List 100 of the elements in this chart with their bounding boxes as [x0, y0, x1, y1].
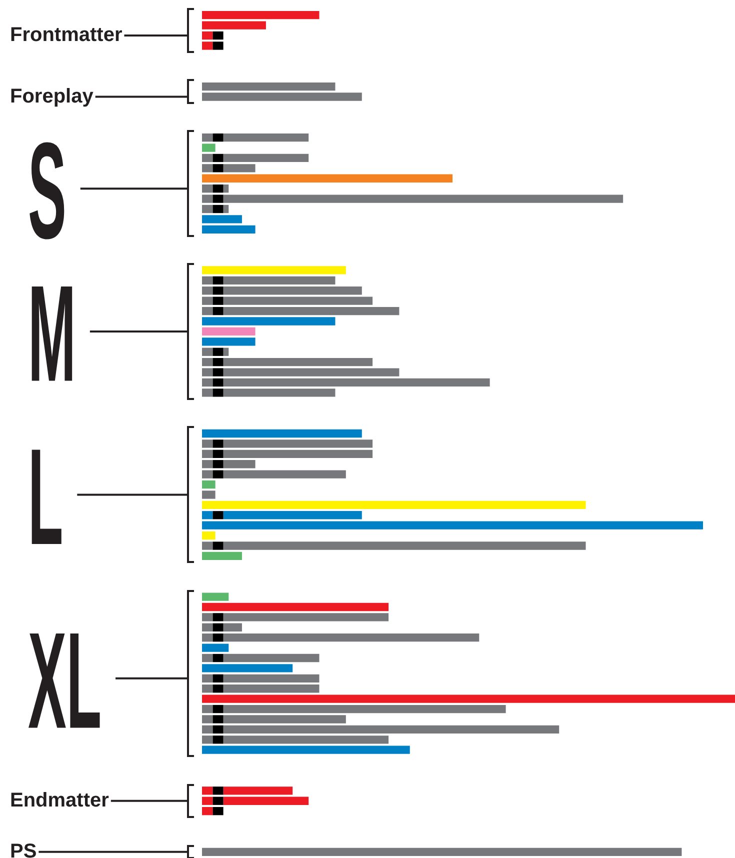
bar: [202, 358, 213, 366]
bar: [202, 225, 256, 234]
bar: [202, 470, 213, 478]
bar: [212, 348, 224, 356]
bar: [223, 704, 506, 714]
bar: [223, 736, 389, 744]
bar: [202, 848, 682, 856]
bar: [202, 164, 213, 172]
bar: [202, 654, 213, 662]
bar: [202, 184, 213, 193]
bar: [223, 276, 336, 285]
bar: [223, 715, 346, 724]
bar: [202, 174, 453, 182]
bar: [223, 674, 320, 682]
bar: [202, 490, 216, 499]
bar: [202, 715, 213, 724]
bar: [223, 133, 309, 142]
bar: [202, 613, 213, 622]
bar: [212, 786, 224, 795]
bar: [223, 378, 490, 387]
bar: [202, 480, 216, 489]
bar: [212, 378, 224, 387]
bar: [212, 276, 224, 285]
bar: [223, 164, 256, 172]
bar: [212, 806, 224, 816]
bar: [212, 184, 224, 193]
bar: [212, 511, 224, 520]
bar: [223, 654, 320, 662]
bar: [223, 796, 309, 805]
bar: [202, 306, 213, 316]
bar: [212, 725, 224, 734]
bar: [212, 388, 224, 397]
bar: [212, 164, 224, 172]
bar: [212, 634, 224, 642]
bar: [202, 623, 213, 632]
bar: [212, 133, 224, 142]
bar: [202, 511, 213, 520]
bar: [212, 194, 224, 203]
bar: [202, 684, 213, 693]
bar: [202, 368, 213, 376]
bar: [212, 204, 224, 214]
bar: [202, 704, 213, 714]
bar: [223, 440, 373, 448]
bar: [202, 552, 242, 560]
bar: [202, 31, 213, 40]
y-tick-label: L: [28, 421, 64, 574]
bar: [212, 623, 224, 632]
bar: [202, 348, 213, 356]
bar: [212, 796, 224, 805]
bar: [202, 429, 362, 438]
bar: [223, 296, 373, 305]
bar: [212, 674, 224, 682]
bar: [212, 42, 224, 50]
bar: [223, 684, 320, 693]
bar: [202, 144, 216, 152]
bar: [202, 674, 213, 682]
bar: [202, 746, 410, 754]
bar: [202, 215, 242, 224]
bar: [212, 440, 224, 448]
bar: [212, 613, 224, 622]
bar: [223, 184, 229, 193]
bar: [223, 306, 400, 316]
bar: [202, 42, 213, 50]
bar: [202, 204, 213, 214]
bar: [202, 266, 346, 274]
bar: [212, 31, 224, 40]
bar: [202, 634, 213, 642]
bar: [202, 694, 735, 703]
bar: [202, 786, 213, 795]
bar: [202, 521, 704, 530]
y-tick-label: Endmatter: [10, 789, 110, 812]
bar: [223, 786, 293, 795]
bar: [202, 592, 229, 601]
bar: [202, 317, 336, 326]
bar: [223, 358, 373, 366]
bar: [223, 634, 480, 642]
y-tick-label: XL: [28, 605, 102, 758]
bar: [202, 133, 213, 142]
bar: [202, 664, 293, 672]
bar: [223, 388, 336, 397]
bar: [223, 286, 362, 295]
bar: [223, 194, 624, 203]
bar: [223, 542, 586, 550]
bar: [212, 704, 224, 714]
bar: [202, 296, 213, 305]
bar: [202, 338, 256, 346]
bar: [223, 725, 560, 734]
bar: [212, 450, 224, 458]
bar: [212, 715, 224, 724]
bar: [223, 450, 373, 458]
bar: [223, 623, 242, 632]
bar: [202, 531, 216, 540]
bar: [212, 736, 224, 744]
bar: [212, 358, 224, 366]
bar: [202, 154, 213, 162]
bar: [202, 92, 362, 101]
bar: [202, 644, 229, 652]
bar: [202, 286, 213, 295]
bar: [223, 368, 400, 376]
bar: [223, 154, 309, 162]
